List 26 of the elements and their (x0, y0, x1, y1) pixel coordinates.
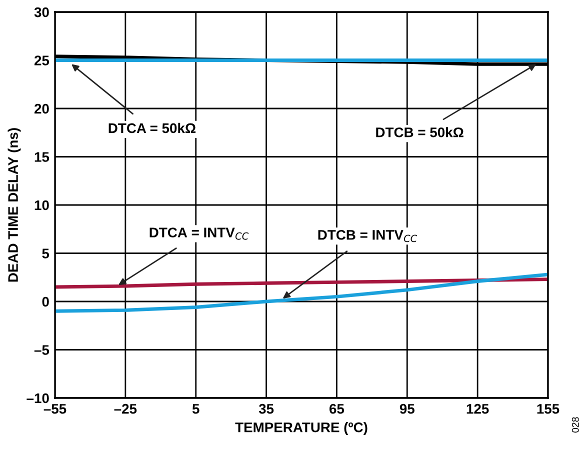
y-axis-title: DEAD TIME DELAY (ns) (8, 128, 21, 282)
y-tick-label: –10 (26, 393, 49, 404)
x-tick-label: 65 (330, 404, 344, 414)
y-tick-label: –5 (34, 345, 50, 355)
y-tick-label: 15 (34, 152, 50, 162)
text: 028 (572, 417, 579, 433)
x-tick-label: 95 (400, 404, 414, 414)
annotation: DTCA = 50kΩ (108, 122, 196, 134)
y-tick-label: 10 (34, 200, 49, 210)
x-tick-label: 35 (258, 404, 274, 414)
x-tick-label: –25 (114, 404, 137, 414)
y-tick-label: 0 (42, 296, 49, 307)
x-axis-title: TEMPERATURE (ºC) (235, 422, 368, 436)
annotation: DTCB = 50kΩ (376, 127, 464, 138)
y-tick-label: 5 (42, 248, 50, 258)
annotation: DTCB = INTV$_{CC}$ (318, 230, 418, 242)
x-tick-label: 5 (192, 404, 200, 414)
y-tick-label: 25 (34, 56, 50, 66)
x-tick-label: –55 (44, 404, 66, 414)
x-tick-label: 125 (466, 404, 489, 414)
y-tick-label: 20 (34, 104, 49, 114)
x-tick-label: 155 (537, 404, 560, 414)
annotation: DTCA = INTV$_{CC}$ (150, 228, 249, 240)
line-series (55, 278, 548, 289)
y-tick-label: 30 (34, 7, 49, 18)
line-series (55, 272, 548, 313)
